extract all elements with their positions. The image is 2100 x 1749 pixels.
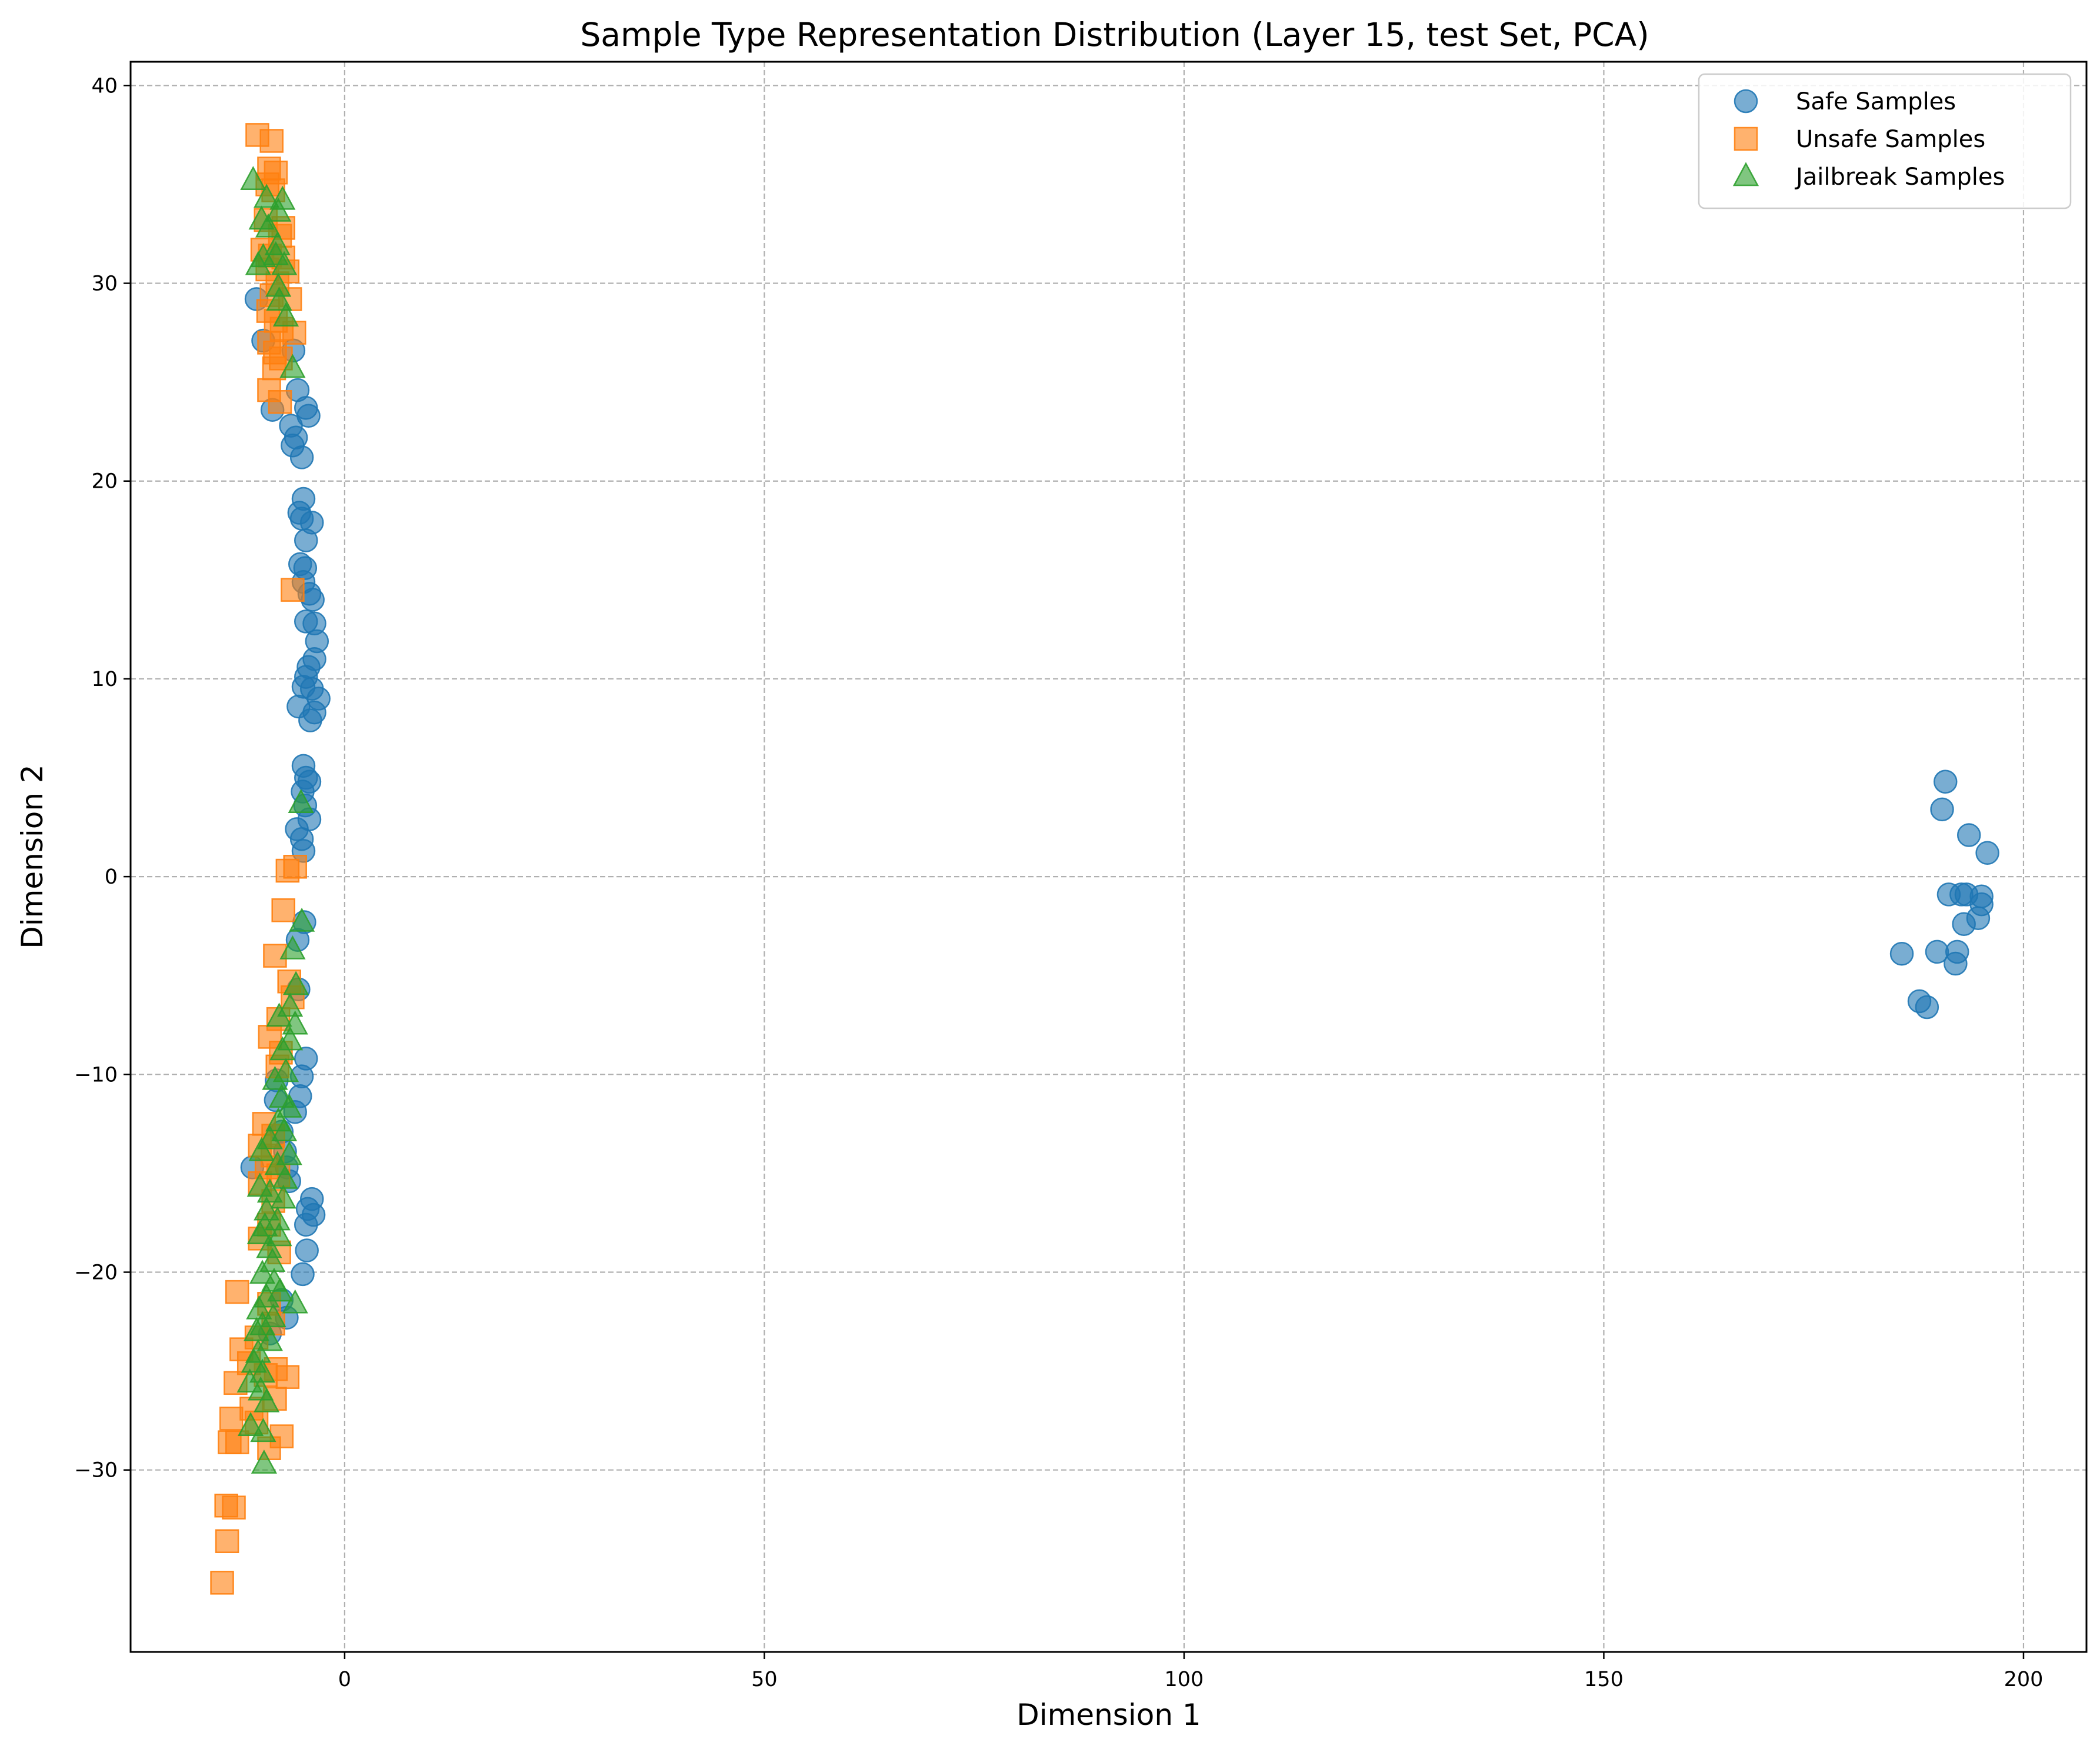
safe-sample-point: [1969, 884, 1994, 908]
y-tick-label: 20: [91, 470, 118, 494]
legend-marker-circle: [1734, 89, 1758, 114]
safe-sample-point: [291, 1262, 315, 1287]
jailbreak-sample-point: [237, 1412, 264, 1436]
legend-label: Unsafe Samples: [1796, 126, 1985, 153]
unsafe-sample-point: [225, 1280, 249, 1304]
jailbreak-sample-point: [256, 1178, 283, 1203]
jailbreak-sample-point: [243, 1317, 270, 1341]
jailbreak-sample-point: [266, 1222, 292, 1247]
jailbreak-sample-point: [279, 935, 306, 960]
x-tick-label: 0: [338, 1668, 351, 1691]
unsafe-sample-point: [268, 390, 292, 414]
chart-title: Sample Type Representation Distribution …: [580, 16, 1649, 54]
unsafe-sample-point: [219, 1407, 244, 1431]
x-tick-label: 200: [2004, 1668, 2044, 1691]
jailbreak-sample-point: [282, 1289, 308, 1314]
legend-box: [1698, 73, 2072, 209]
unsafe-sample-point: [271, 898, 295, 922]
series-circle: [240, 287, 1999, 1345]
jailbreak-sample-point: [256, 1327, 283, 1351]
jailbreak-sample-point: [271, 1117, 298, 1142]
unsafe-sample-point: [275, 1365, 300, 1389]
y-tick-label: −20: [74, 1261, 118, 1285]
y-axis-ticks: −30 −20 −10 0 10 20 30 40: [74, 74, 131, 1483]
legend: Safe Samples Unsafe Samples Jailbreak Samp…: [1698, 73, 2072, 209]
jailbreak-sample-point: [272, 302, 299, 327]
unsafe-sample-point: [215, 1529, 239, 1553]
jailbreak-sample-point: [254, 1388, 280, 1412]
jailbreak-sample-point: [266, 1002, 292, 1027]
y-tick-label: −10: [74, 1063, 118, 1087]
unsafe-sample-point: [281, 578, 305, 602]
safe-sample-point: [294, 1212, 318, 1237]
jailbreak-sample-point: [266, 1277, 294, 1302]
data-markers: [210, 123, 1999, 1595]
legend-label: Safe Samples: [1796, 88, 1956, 115]
plot-frame: [129, 61, 2088, 1653]
safe-sample-point: [1915, 995, 1939, 1020]
unsafe-sample-point: [259, 129, 284, 153]
safe-sample-point: [294, 528, 318, 552]
y-tick-label: 0: [105, 865, 118, 889]
legend-marker-square: [1734, 126, 1758, 151]
jailbreak-sample-point: [289, 907, 315, 932]
jailbreak-sample-point: [271, 251, 298, 275]
safe-sample-point: [1975, 841, 1999, 865]
jailbreak-sample-point: [248, 1137, 275, 1161]
jailbreak-sample-point: [276, 1141, 302, 1165]
unsafe-sample-point: [275, 858, 300, 883]
legend-label: Jailbreak Samples: [1794, 164, 2005, 191]
jailbreak-sample-point: [255, 213, 282, 238]
safe-sample-point: [289, 445, 314, 469]
jailbreak-sample-point: [262, 1065, 288, 1090]
safe-sample-point: [1956, 823, 1981, 847]
x-axis-label: Dimension 1: [1016, 1698, 1201, 1732]
jailbreak-sample-point: [249, 1260, 276, 1284]
x-tick-label: 50: [751, 1668, 778, 1691]
safe-sample-point: [1944, 951, 1968, 976]
y-tick-label: −30: [74, 1459, 118, 1483]
jailbreak-sample-point: [270, 1184, 296, 1209]
x-axis-ticks: 0 50 100 150 200: [338, 1652, 2044, 1691]
x-tick-label: 150: [1584, 1668, 1624, 1691]
grid-lines: [131, 62, 2086, 1652]
safe-sample-point: [298, 708, 322, 732]
jailbreak-sample-point: [288, 789, 314, 813]
jailbreak-sample-point: [283, 971, 309, 995]
y-axis-label: Dimension 2: [15, 764, 49, 948]
jailbreak-sample-point: [269, 1036, 296, 1061]
jailbreak-sample-point: [246, 1220, 273, 1244]
unsafe-sample-point: [222, 1495, 246, 1520]
safe-sample-point: [296, 404, 321, 428]
x-tick-label: 100: [1165, 1668, 1204, 1691]
safe-sample-point: [1934, 769, 1958, 794]
jailbreak-sample-point: [276, 1093, 302, 1118]
safe-sample-point: [301, 588, 325, 612]
y-tick-label: 40: [91, 74, 118, 98]
jailbreak-sample-point: [240, 166, 266, 190]
jailbreak-sample-point: [279, 354, 306, 378]
jailbreak-sample-point: [250, 1418, 276, 1442]
y-tick-label: 30: [91, 272, 118, 296]
safe-sample-point: [1930, 797, 1954, 822]
jailbreak-sample-point: [251, 1449, 277, 1474]
jailbreak-sample-point: [254, 184, 280, 208]
series-triangle: [236, 166, 315, 1474]
legend-marker-triangle: [1732, 162, 1759, 186]
jailbreak-sample-point: [277, 992, 304, 1017]
safe-sample-point: [1889, 941, 1914, 966]
y-tick-label: 10: [91, 668, 118, 691]
jailbreak-sample-point: [265, 197, 292, 222]
safe-sample-point: [295, 1238, 319, 1262]
unsafe-sample-point: [210, 1571, 234, 1595]
